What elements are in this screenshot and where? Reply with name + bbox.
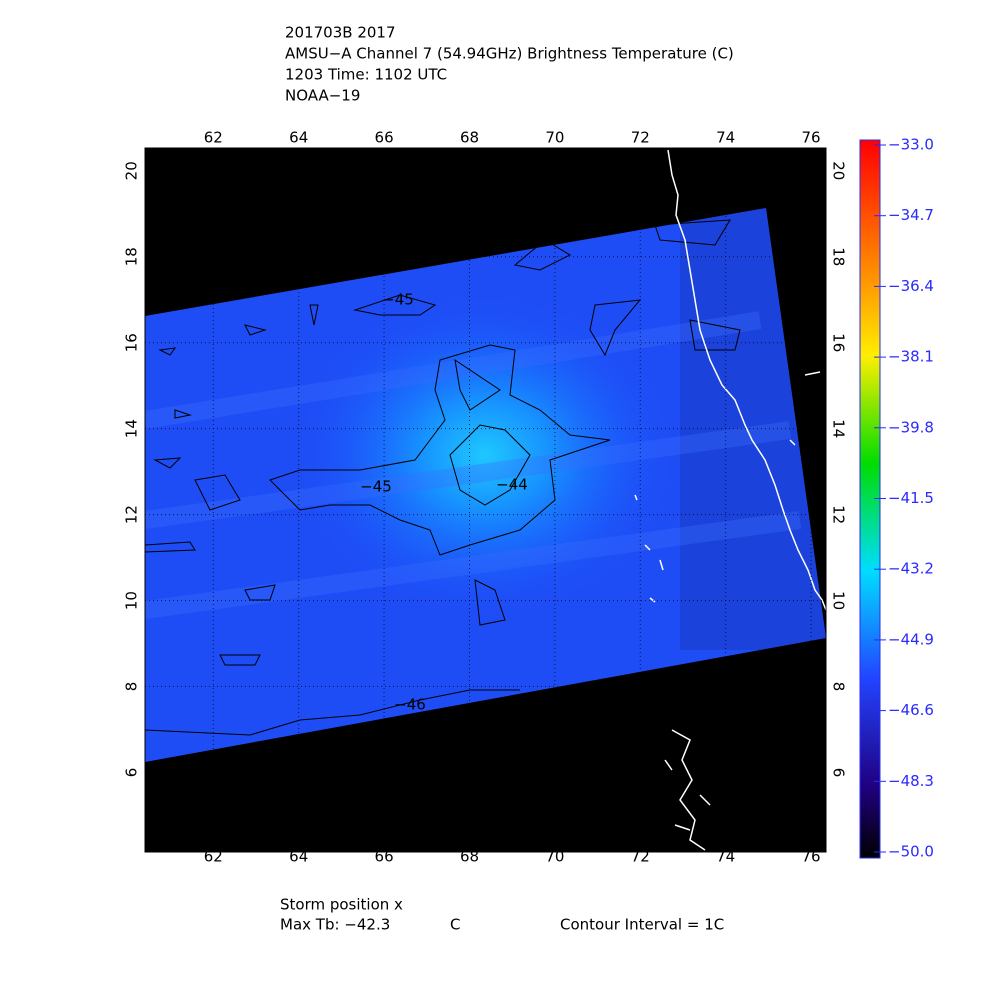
title-line: NOAA−19 bbox=[285, 87, 360, 105]
colorbar-label: −44.9 bbox=[888, 630, 934, 648]
x-tick-label-bottom: 72 bbox=[631, 848, 650, 866]
footer-unit: C bbox=[450, 916, 460, 934]
x-tick-label-bottom: 76 bbox=[802, 848, 821, 866]
x-tick-label-top: 68 bbox=[460, 129, 479, 147]
y-tick-label-left: 14 bbox=[123, 419, 141, 438]
y-tick-label-left: 16 bbox=[123, 333, 141, 352]
footer-max-tb: Max Tb: −42.3 bbox=[280, 916, 390, 934]
y-tick-label-right: 14 bbox=[830, 419, 848, 438]
title-line: AMSU−A Channel 7 (54.94GHz) Brightness T… bbox=[285, 45, 734, 63]
x-tick-label-top: 72 bbox=[631, 129, 650, 147]
x-tick-label-top: 64 bbox=[289, 129, 308, 147]
colorbar-label: −46.6 bbox=[888, 701, 934, 719]
x-tick-label-bottom: 66 bbox=[375, 848, 394, 866]
contour-label: −44 bbox=[496, 476, 528, 494]
colorbar-label: −41.5 bbox=[888, 489, 934, 507]
colorbar-label: −36.4 bbox=[888, 277, 934, 295]
contour-label: −45 bbox=[382, 291, 414, 309]
y-tick-label-right: 10 bbox=[830, 591, 848, 610]
y-tick-label-left: 18 bbox=[123, 247, 141, 266]
footer-storm: Storm position x bbox=[280, 896, 403, 914]
colorbar-label: −39.8 bbox=[888, 418, 934, 436]
y-tick-label-right: 16 bbox=[830, 333, 848, 352]
x-tick-label-bottom: 64 bbox=[289, 848, 308, 866]
footer-interval: Contour Interval = 1C bbox=[560, 916, 724, 934]
title-line: 201703B 2017 bbox=[285, 24, 396, 42]
x-tick-label-bottom: 70 bbox=[545, 848, 564, 866]
y-tick-label-right: 6 bbox=[830, 768, 848, 778]
x-tick-label-bottom: 74 bbox=[716, 848, 735, 866]
colorbar-label: −43.2 bbox=[888, 560, 934, 578]
x-tick-label-top: 76 bbox=[802, 129, 821, 147]
y-tick-label-right: 20 bbox=[830, 161, 848, 180]
x-tick-label-top: 70 bbox=[545, 129, 564, 147]
x-tick-label-top: 66 bbox=[375, 129, 394, 147]
x-tick-label-top: 74 bbox=[716, 129, 735, 147]
y-tick-label-right: 18 bbox=[830, 247, 848, 266]
colorbar-label: −50.0 bbox=[888, 843, 934, 861]
title-line: 1203 Time: 1102 UTC bbox=[285, 66, 447, 84]
coastline bbox=[634, 149, 827, 851]
map-frame bbox=[144, 147, 827, 853]
x-tick-label-top: 62 bbox=[204, 129, 223, 147]
colorbar-label: −38.1 bbox=[888, 348, 934, 366]
y-tick-label-right: 8 bbox=[830, 682, 848, 692]
colorbar-label: −34.7 bbox=[888, 206, 934, 224]
colorbar-label: −33.0 bbox=[888, 136, 934, 154]
contour-label: −46 bbox=[394, 696, 426, 714]
colorbar-label: −48.3 bbox=[888, 772, 934, 790]
y-tick-label-left: 8 bbox=[123, 682, 141, 692]
y-tick-label-left: 10 bbox=[123, 591, 141, 610]
y-tick-label-left: 12 bbox=[123, 505, 141, 524]
y-tick-label-right: 12 bbox=[830, 505, 848, 524]
contours bbox=[144, 219, 741, 736]
contour-label: −45 bbox=[360, 478, 392, 496]
y-tick-label-left: 6 bbox=[123, 768, 141, 778]
x-tick-label-bottom: 68 bbox=[460, 848, 479, 866]
y-tick-label-left: 20 bbox=[123, 161, 141, 180]
x-tick-label-bottom: 62 bbox=[204, 848, 223, 866]
